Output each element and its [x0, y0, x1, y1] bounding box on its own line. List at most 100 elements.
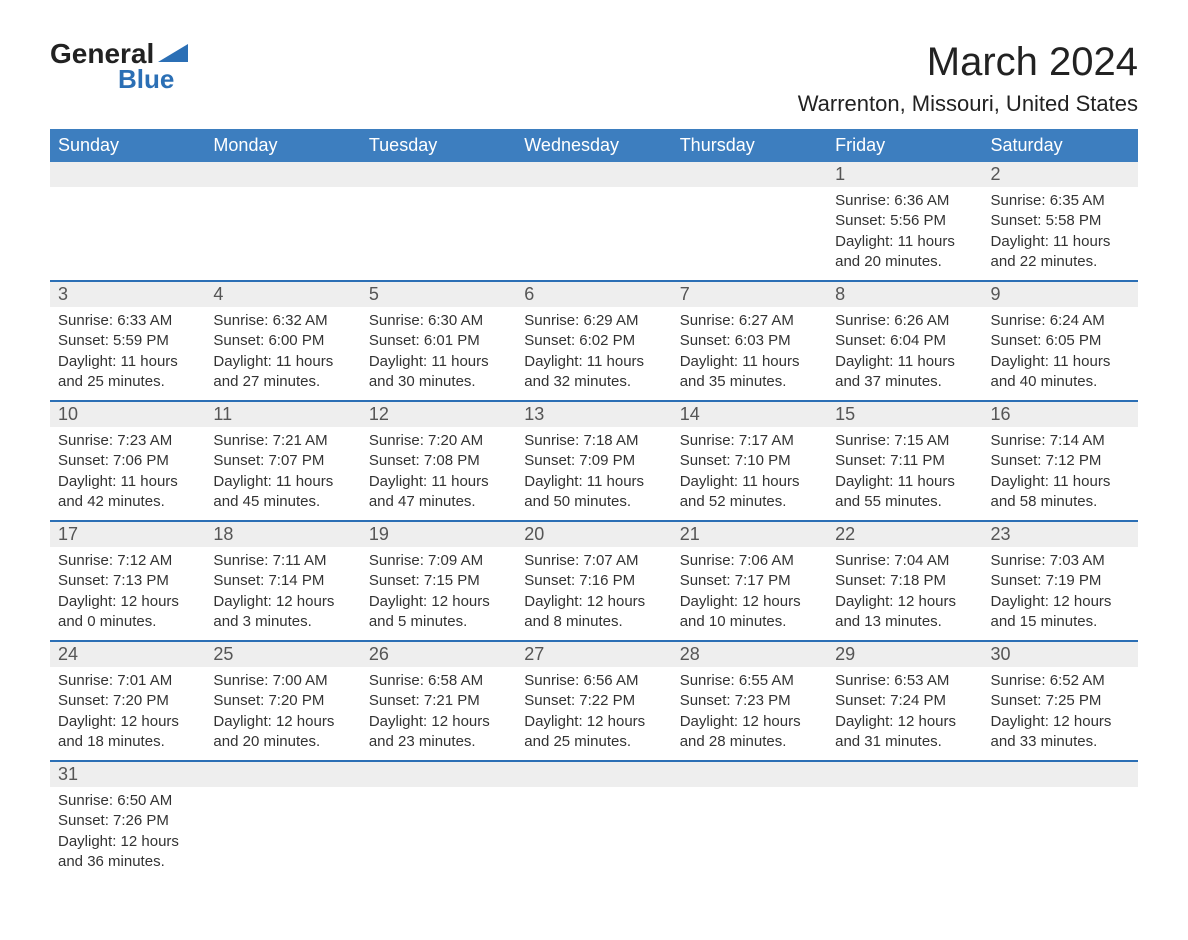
day-detail-cell [983, 787, 1138, 880]
daylight-text: Daylight: 11 hours [991, 472, 1130, 492]
sunrise-text: Sunrise: 6:32 AM [213, 311, 352, 331]
day-detail-cell: Sunrise: 6:53 AMSunset: 7:24 PMDaylight:… [827, 667, 982, 761]
weekday-header: Thursday [672, 129, 827, 162]
sunset-text: Sunset: 7:10 PM [680, 451, 819, 471]
daylight-text: and 50 minutes. [524, 492, 663, 512]
daylight-text: and 42 minutes. [58, 492, 197, 512]
day-number-cell: 6 [516, 281, 671, 307]
weekday-header: Tuesday [361, 129, 516, 162]
sunset-text: Sunset: 7:20 PM [213, 691, 352, 711]
day-detail-cell [672, 787, 827, 880]
sunset-text: Sunset: 7:23 PM [680, 691, 819, 711]
daylight-text: Daylight: 12 hours [58, 832, 197, 852]
daylight-text: and 47 minutes. [369, 492, 508, 512]
sunset-text: Sunset: 7:19 PM [991, 571, 1130, 591]
daylight-text: Daylight: 11 hours [213, 352, 352, 372]
day-detail-cell: Sunrise: 7:21 AMSunset: 7:07 PMDaylight:… [205, 427, 360, 521]
daylight-text: and 23 minutes. [369, 732, 508, 752]
day-number-row: 24252627282930 [50, 641, 1138, 667]
day-number-cell: 25 [205, 641, 360, 667]
daylight-text: and 15 minutes. [991, 612, 1130, 632]
title-block: March 2024 Warrenton, Missouri, United S… [798, 40, 1138, 117]
day-detail-row: Sunrise: 6:33 AMSunset: 5:59 PMDaylight:… [50, 307, 1138, 401]
weekday-header: Wednesday [516, 129, 671, 162]
daylight-text: and 0 minutes. [58, 612, 197, 632]
day-detail-cell: Sunrise: 6:58 AMSunset: 7:21 PMDaylight:… [361, 667, 516, 761]
day-number-cell: 8 [827, 281, 982, 307]
day-detail-cell: Sunrise: 6:29 AMSunset: 6:02 PMDaylight:… [516, 307, 671, 401]
sunrise-text: Sunrise: 6:27 AM [680, 311, 819, 331]
day-detail-row: Sunrise: 7:23 AMSunset: 7:06 PMDaylight:… [50, 427, 1138, 521]
logo-triangle-icon [158, 40, 188, 67]
day-number-cell: 10 [50, 401, 205, 427]
daylight-text: and 32 minutes. [524, 372, 663, 392]
day-number-cell: 27 [516, 641, 671, 667]
day-detail-row: Sunrise: 6:50 AMSunset: 7:26 PMDaylight:… [50, 787, 1138, 880]
day-detail-cell: Sunrise: 7:06 AMSunset: 7:17 PMDaylight:… [672, 547, 827, 641]
day-detail-cell: Sunrise: 7:04 AMSunset: 7:18 PMDaylight:… [827, 547, 982, 641]
sunset-text: Sunset: 7:24 PM [835, 691, 974, 711]
daylight-text: and 20 minutes. [213, 732, 352, 752]
day-detail-cell: Sunrise: 7:14 AMSunset: 7:12 PMDaylight:… [983, 427, 1138, 521]
day-detail-cell: Sunrise: 7:09 AMSunset: 7:15 PMDaylight:… [361, 547, 516, 641]
day-number-cell: 31 [50, 761, 205, 787]
sunset-text: Sunset: 6:03 PM [680, 331, 819, 351]
daylight-text: Daylight: 11 hours [991, 352, 1130, 372]
day-detail-cell: Sunrise: 7:20 AMSunset: 7:08 PMDaylight:… [361, 427, 516, 521]
day-detail-cell: Sunrise: 6:33 AMSunset: 5:59 PMDaylight:… [50, 307, 205, 401]
day-number-cell: 1 [827, 162, 982, 187]
sunrise-text: Sunrise: 7:23 AM [58, 431, 197, 451]
sunset-text: Sunset: 5:58 PM [991, 211, 1130, 231]
sunrise-text: Sunrise: 6:24 AM [991, 311, 1130, 331]
day-number-cell: 16 [983, 401, 1138, 427]
logo: General Blue [50, 40, 188, 95]
day-detail-cell [361, 787, 516, 880]
sunset-text: Sunset: 7:12 PM [991, 451, 1130, 471]
day-number-cell: 23 [983, 521, 1138, 547]
day-detail-cell: Sunrise: 7:01 AMSunset: 7:20 PMDaylight:… [50, 667, 205, 761]
day-number-cell: 26 [361, 641, 516, 667]
sunrise-text: Sunrise: 7:12 AM [58, 551, 197, 571]
day-detail-cell: Sunrise: 7:07 AMSunset: 7:16 PMDaylight:… [516, 547, 671, 641]
day-number-cell: 3 [50, 281, 205, 307]
day-number-cell [983, 761, 1138, 787]
sunrise-text: Sunrise: 6:29 AM [524, 311, 663, 331]
day-number-cell: 19 [361, 521, 516, 547]
day-number-cell [827, 761, 982, 787]
day-detail-cell: Sunrise: 7:11 AMSunset: 7:14 PMDaylight:… [205, 547, 360, 641]
weekday-header: Sunday [50, 129, 205, 162]
sunrise-text: Sunrise: 6:52 AM [991, 671, 1130, 691]
daylight-text: Daylight: 12 hours [835, 712, 974, 732]
sunrise-text: Sunrise: 6:35 AM [991, 191, 1130, 211]
sunset-text: Sunset: 6:02 PM [524, 331, 663, 351]
day-number-row: 17181920212223 [50, 521, 1138, 547]
sunrise-text: Sunrise: 7:03 AM [991, 551, 1130, 571]
location-text: Warrenton, Missouri, United States [798, 91, 1138, 117]
sunrise-text: Sunrise: 7:07 AM [524, 551, 663, 571]
daylight-text: Daylight: 12 hours [524, 592, 663, 612]
sunrise-text: Sunrise: 7:18 AM [524, 431, 663, 451]
sunrise-text: Sunrise: 7:14 AM [991, 431, 1130, 451]
sunrise-text: Sunrise: 7:15 AM [835, 431, 974, 451]
sunset-text: Sunset: 7:26 PM [58, 811, 197, 831]
daylight-text: and 28 minutes. [680, 732, 819, 752]
sunset-text: Sunset: 7:25 PM [991, 691, 1130, 711]
daylight-text: and 45 minutes. [213, 492, 352, 512]
day-detail-cell [205, 787, 360, 880]
day-detail-cell: Sunrise: 7:03 AMSunset: 7:19 PMDaylight:… [983, 547, 1138, 641]
day-number-cell [50, 162, 205, 187]
day-number-cell [672, 761, 827, 787]
sunset-text: Sunset: 7:07 PM [213, 451, 352, 471]
day-detail-row: Sunrise: 6:36 AMSunset: 5:56 PMDaylight:… [50, 187, 1138, 281]
weekday-header-row: Sunday Monday Tuesday Wednesday Thursday… [50, 129, 1138, 162]
day-number-row: 31 [50, 761, 1138, 787]
sunset-text: Sunset: 7:21 PM [369, 691, 508, 711]
day-number-cell: 30 [983, 641, 1138, 667]
sunset-text: Sunset: 6:00 PM [213, 331, 352, 351]
day-number-cell: 20 [516, 521, 671, 547]
day-detail-cell: Sunrise: 7:12 AMSunset: 7:13 PMDaylight:… [50, 547, 205, 641]
day-number-cell [361, 162, 516, 187]
daylight-text: Daylight: 12 hours [369, 592, 508, 612]
daylight-text: Daylight: 11 hours [835, 472, 974, 492]
daylight-text: and 10 minutes. [680, 612, 819, 632]
